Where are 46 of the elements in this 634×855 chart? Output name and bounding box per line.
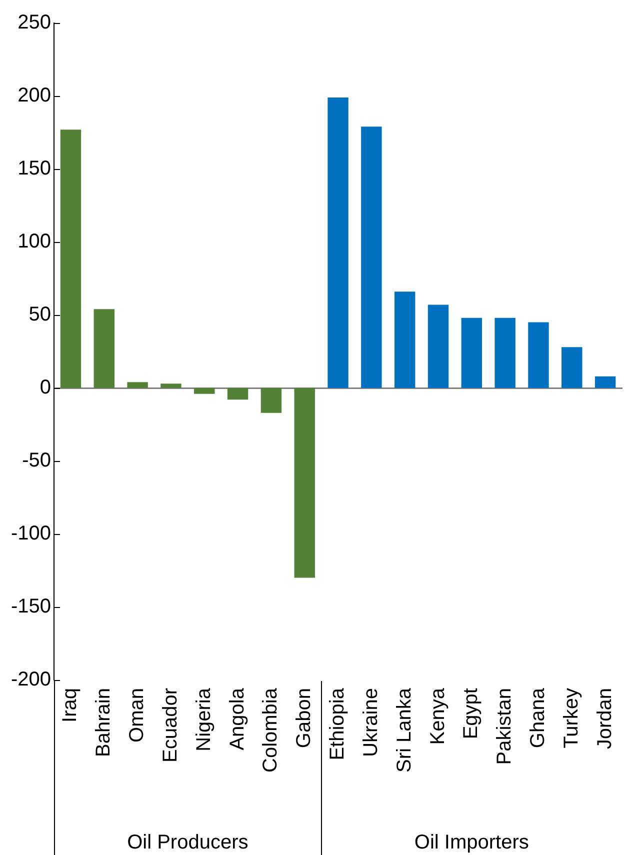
x-tick-label: Angola — [226, 687, 248, 750]
bar — [294, 388, 315, 578]
bar — [194, 388, 215, 394]
bar — [328, 97, 348, 388]
x-tick-label: Sri Lanka — [393, 687, 416, 772]
y-tick-label: 100 — [18, 230, 52, 253]
y-tick-label: 0 — [40, 376, 52, 399]
bar — [60, 130, 82, 388]
y-tick-label: 200 — [18, 84, 52, 107]
y-tick-label: -150 — [11, 596, 52, 618]
x-tick-label: Oman — [126, 688, 148, 742]
x-tick-label: Pakistan — [494, 688, 516, 765]
bar — [127, 382, 148, 388]
bar — [494, 318, 516, 388]
x-tick-label: Ecuador — [159, 688, 182, 762]
x-tick-label: Gabon — [293, 688, 316, 748]
x-tick-label: Bahrain — [92, 688, 115, 757]
y-tick-label: -100 — [11, 522, 52, 545]
bar — [160, 384, 182, 388]
bar — [394, 292, 416, 388]
x-tick-label: Nigeria — [192, 687, 215, 752]
y-tick-label: -200 — [11, 668, 52, 691]
text: Oil Producers — [127, 832, 248, 854]
y-tick-label: 150 — [18, 158, 52, 180]
bar — [428, 304, 449, 388]
x-tick-label: Jordan — [594, 688, 616, 750]
x-tick-label: Kenya — [426, 687, 449, 745]
bar — [260, 388, 282, 413]
bar — [227, 388, 248, 400]
y-tick-label: 250 — [18, 12, 52, 34]
bar — [361, 126, 382, 388]
x-tick-label: Ethiopia — [326, 687, 349, 760]
bar — [594, 376, 616, 388]
x-tick-label: Ghana — [526, 687, 549, 748]
bar — [461, 318, 482, 388]
x-tick-label: Colombia — [260, 687, 282, 772]
x-tick-label: Egypt — [460, 688, 482, 740]
x-tick-label: Iraq — [59, 688, 82, 722]
text: Oil Importers — [414, 832, 529, 854]
bar — [562, 347, 582, 388]
bar — [94, 309, 114, 388]
y-tick-label: 50 — [28, 304, 52, 326]
y-tick-label: -50 — [22, 450, 52, 472]
x-tick-label: Turkey — [560, 688, 582, 748]
x-tick-label: Ukraine — [360, 688, 382, 757]
bar — [528, 322, 549, 388]
